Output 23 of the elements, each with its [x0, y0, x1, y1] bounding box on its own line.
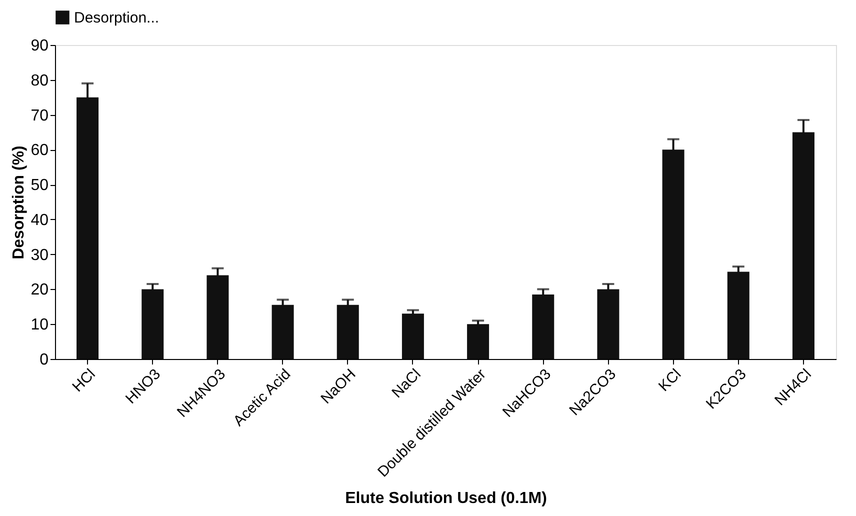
y-tick-label: 70	[30, 107, 49, 124]
y-tick-label: 60	[30, 142, 49, 160]
y-axis-title: Desorption (%)	[10, 146, 28, 260]
bar	[727, 272, 750, 359]
bar	[336, 304, 359, 359]
bar	[467, 324, 490, 359]
x-axis-title: Elute Solution Used (0.1M)	[345, 490, 547, 507]
y-tick-label: 0	[40, 352, 49, 368]
legend-label: Desorption...	[74, 10, 160, 26]
y-tick-label: 50	[30, 177, 49, 194]
y-tick-label: 30	[30, 246, 49, 264]
y-tick-label: 80	[30, 72, 49, 90]
y-tick-label: 40	[30, 212, 49, 229]
bar	[402, 314, 424, 359]
bar	[142, 289, 164, 359]
bar	[532, 294, 554, 359]
y-tick-label: 10	[30, 316, 49, 334]
x-tick-label: KCl	[655, 366, 685, 395]
y-tick-label: 90	[30, 38, 49, 54]
y-tick-label: 20	[30, 282, 49, 299]
bar	[597, 289, 620, 359]
x-tick-label: HCl	[69, 366, 99, 396]
bar	[272, 304, 294, 359]
